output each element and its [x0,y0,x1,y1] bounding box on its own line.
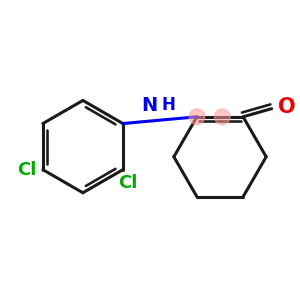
Circle shape [214,109,230,124]
Text: O: O [278,97,295,117]
Circle shape [189,109,205,124]
Text: N: N [142,96,158,115]
Text: Cl: Cl [118,174,138,192]
Text: Cl: Cl [17,161,36,179]
Text: H: H [162,96,176,114]
